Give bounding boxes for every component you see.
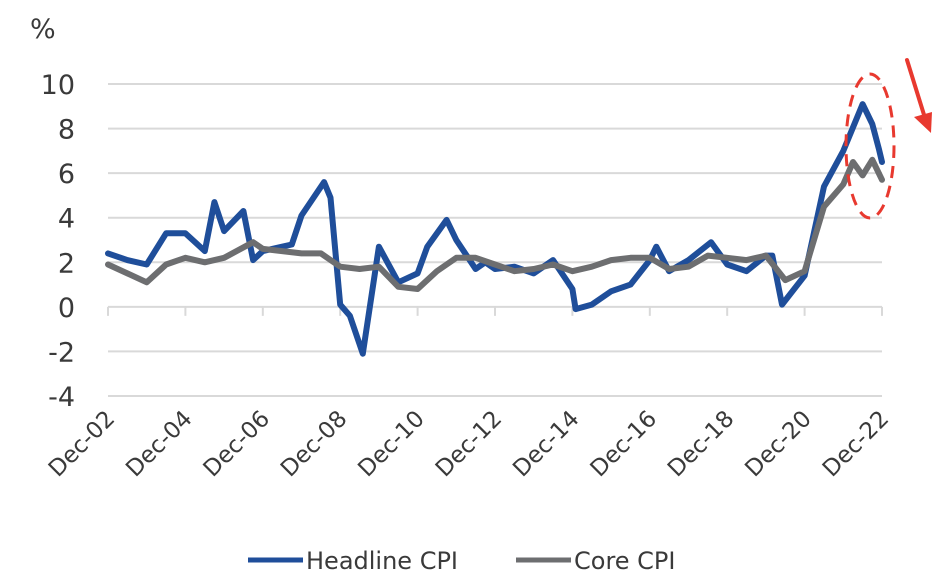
x-tick-label: Dec-02 — [44, 406, 120, 482]
x-axis-ticks: Dec-02 Dec-04 Dec-06 Dec-08 Dec-10 Dec-12 Dec-… — [44, 306, 894, 482]
y-axis-unit-label: % — [30, 14, 56, 45]
y-tick-label: 0 — [58, 293, 75, 324]
legend: Headline CPI Core CPI — [248, 547, 675, 575]
annotations — [844, 58, 932, 220]
y-tick-label: 10 — [41, 70, 75, 101]
headline-cpi-line — [105, 101, 885, 357]
x-tick-label: Dec-04 — [121, 406, 197, 482]
x-tick-label: Dec-12 — [431, 406, 507, 482]
x-tick-label: Dec-10 — [353, 406, 429, 482]
y-tick-label: 8 — [58, 115, 75, 146]
y-tick-label: 4 — [58, 204, 75, 235]
y-tick-label: 2 — [58, 248, 75, 279]
highlight-ellipse — [844, 72, 896, 220]
x-tick-label: Dec-18 — [663, 406, 739, 482]
series-lines — [105, 101, 885, 357]
down-arrow-head — [914, 112, 932, 133]
legend-label: Core CPI — [574, 547, 675, 575]
x-tick-label: Dec-06 — [199, 406, 275, 482]
gridlines — [108, 83, 882, 397]
x-tick-label: Dec-16 — [586, 406, 662, 482]
core-cpi-line — [105, 156, 885, 292]
x-tick-label: Dec-20 — [740, 406, 816, 482]
y-tick-label: -4 — [48, 382, 75, 413]
x-tick-label: Dec-22 — [818, 406, 894, 482]
legend-label: Headline CPI — [306, 547, 458, 575]
x-tick-label: Dec-08 — [276, 406, 352, 482]
down-arrow — [905, 58, 927, 120]
x-tick-label: Dec-14 — [508, 406, 584, 482]
y-axis-ticks: 10 8 6 4 2 0 -2 -4 — [41, 70, 75, 413]
y-tick-label: -2 — [48, 337, 75, 368]
y-tick-label: 6 — [58, 159, 75, 190]
